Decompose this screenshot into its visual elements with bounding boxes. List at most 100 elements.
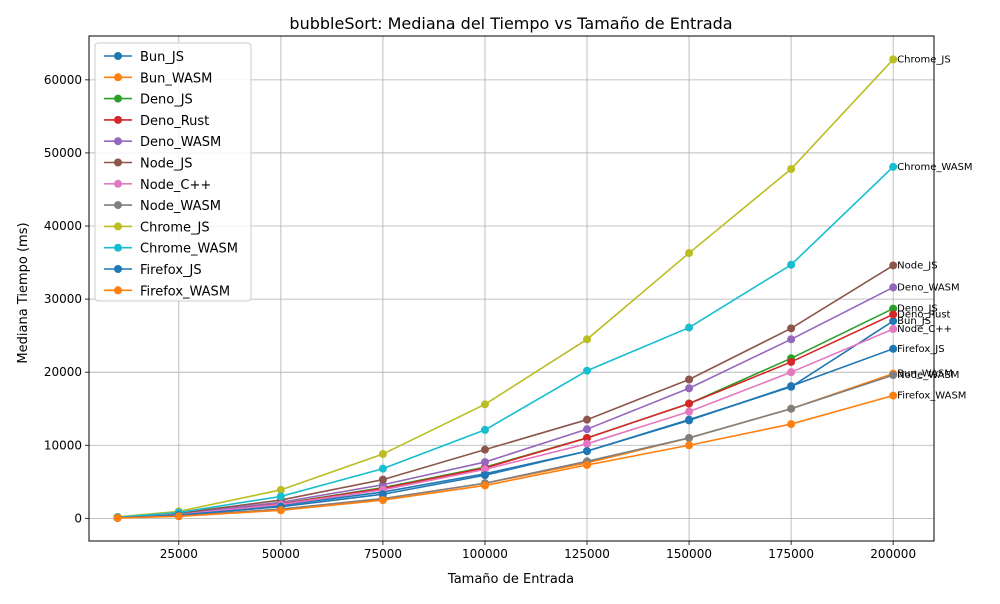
data-point-firefox-wasm [113, 513, 122, 522]
data-point-chrome-js [685, 249, 694, 258]
plot-frame [88, 35, 935, 542]
chart-title: bubbleSort: Mediana del Tiempo vs Tamaño… [289, 14, 732, 33]
data-point-deno-rust [583, 433, 592, 442]
data-point-node-c- [583, 439, 592, 448]
legend-swatch-marker-chrome-js [114, 222, 122, 231]
end-label-node-js: Node_JS [897, 260, 937, 271]
legend-swatch-marker-firefox-js [114, 265, 122, 273]
data-point-node-js [480, 445, 489, 454]
legend-label-firefox-wasm: Firefox_WASM [140, 284, 230, 299]
series-line-bun-wasm [117, 372, 894, 519]
data-point-deno-js [889, 304, 898, 313]
data-point-chrome-wasm [583, 366, 592, 375]
y-tick-label: 40000 [44, 219, 82, 233]
series-line-node-wasm [117, 374, 894, 519]
end-label-node-c-: Node_C++ [897, 324, 952, 335]
legend: Bun_JS Bun_WASM Deno_JS Deno_Rust Deno_WASM N… [94, 42, 252, 302]
end-label-firefox-wasm: Firefox_WASM [897, 391, 966, 402]
data-point-node-c- [685, 407, 694, 416]
y-axis-label: Mediana Tiempo (ms) [16, 222, 31, 363]
data-point-node-js [378, 475, 387, 484]
data-point-chrome-wasm [685, 323, 694, 332]
series-line-node-c- [117, 328, 894, 519]
legend-label-node-wasm: Node_WASM [140, 199, 221, 214]
x-tick-label: 125000 [564, 547, 610, 561]
legend-label-chrome-wasm: Chrome_WASM [140, 242, 238, 257]
data-point-node-js [889, 261, 898, 270]
data-point-deno-wasm [787, 335, 796, 344]
data-point-chrome-js [583, 335, 592, 344]
end-label-bun-js: Bun_JS [897, 316, 931, 327]
legend-swatch-marker-node-c- [114, 179, 122, 188]
legend-swatch-marker-node-js [114, 158, 122, 167]
data-point-node-wasm [787, 404, 796, 413]
data-point-firefox-wasm [685, 441, 694, 450]
end-label-chrome-wasm: Chrome_WASM [897, 162, 972, 173]
series-line-firefox-js [117, 348, 894, 519]
data-point-deno-wasm [480, 458, 489, 467]
legend-swatch-marker-deno-rust [114, 115, 122, 124]
legend-label-deno-wasm: Deno_WASM [140, 135, 221, 150]
y-tick-label: 60000 [44, 73, 82, 87]
data-point-chrome-wasm [480, 425, 489, 434]
axis-ticks: 25000 50000 75000 100000 125000 150000 175000 2… [44, 73, 916, 561]
data-point-node-js [787, 324, 796, 333]
data-point-firefox-wasm [889, 391, 898, 400]
data-point-chrome-wasm [276, 492, 285, 501]
data-point-firefox-wasm [480, 481, 489, 490]
x-tick-label: 25000 [160, 547, 198, 561]
x-tick-label: 150000 [666, 547, 712, 561]
x-tick-label: 50000 [262, 547, 300, 561]
data-point-chrome-js [276, 485, 285, 494]
data-point-node-c- [480, 465, 489, 474]
legend-label-firefox-js: Firefox_JS [140, 263, 202, 278]
legend-swatch-marker-chrome-wasm [114, 243, 122, 252]
data-point-firefox-js [685, 416, 694, 425]
data-point-deno-rust [889, 310, 898, 319]
end-label-deno-js: Deno_JS [897, 304, 938, 315]
data-point-deno-wasm [889, 283, 898, 292]
x-axis-label: Tamaño de Entrada [447, 572, 574, 587]
data-point-node-js [685, 375, 694, 384]
data-point-node-wasm [685, 433, 694, 442]
y-tick-label: 50000 [44, 146, 82, 160]
data-point-firefox-js [378, 490, 387, 499]
data-point-firefox-wasm [378, 496, 387, 505]
end-label-node-wasm: Node_WASM [897, 370, 959, 381]
end-label-bun-wasm: Bun_WASM [897, 369, 953, 380]
legend-label-node-js: Node_JS [140, 157, 193, 172]
legend-swatch-marker-bun-wasm [114, 73, 122, 82]
data-point-node-c- [787, 368, 796, 377]
data-point-firefox-js [583, 447, 592, 456]
end-label-chrome-js: Chrome_JS [897, 54, 951, 65]
x-tick-label: 75000 [364, 547, 402, 561]
data-point-node-wasm [889, 371, 898, 380]
data-point-deno-wasm [583, 425, 592, 434]
y-tick-label: 30000 [44, 292, 82, 306]
x-tick-label: 100000 [462, 547, 508, 561]
legend-label-chrome-js: Chrome_JS [140, 220, 210, 235]
series-line-bun-js [117, 320, 894, 519]
x-tick-label: 175000 [768, 547, 814, 561]
data-point-chrome-wasm [787, 260, 796, 269]
data-point-chrome-wasm [378, 464, 387, 473]
legend-label-bun-js: Bun_JS [140, 50, 184, 65]
legend-swatch-marker-deno-js [114, 94, 122, 103]
data-point-node-c- [889, 325, 898, 334]
data-point-chrome-js [889, 55, 898, 64]
data-point-firefox-js [787, 382, 796, 391]
data-point-bun-js [889, 317, 898, 326]
data-point-deno-rust [787, 357, 796, 366]
end-label-firefox-js: Firefox_JS [897, 344, 944, 355]
y-tick-label: 20000 [44, 365, 82, 379]
y-tick-label: 0 [74, 511, 82, 525]
end-label-deno-rust: Deno_Rust [897, 309, 950, 320]
legend-label-deno-rust: Deno_Rust [140, 114, 209, 129]
data-point-deno-wasm [685, 384, 694, 393]
series-line-deno-wasm [117, 286, 894, 519]
legend-swatch-marker-firefox-wasm [114, 286, 122, 295]
data-point-chrome-js [378, 450, 387, 459]
legend-swatch-marker-node-wasm [114, 201, 122, 210]
